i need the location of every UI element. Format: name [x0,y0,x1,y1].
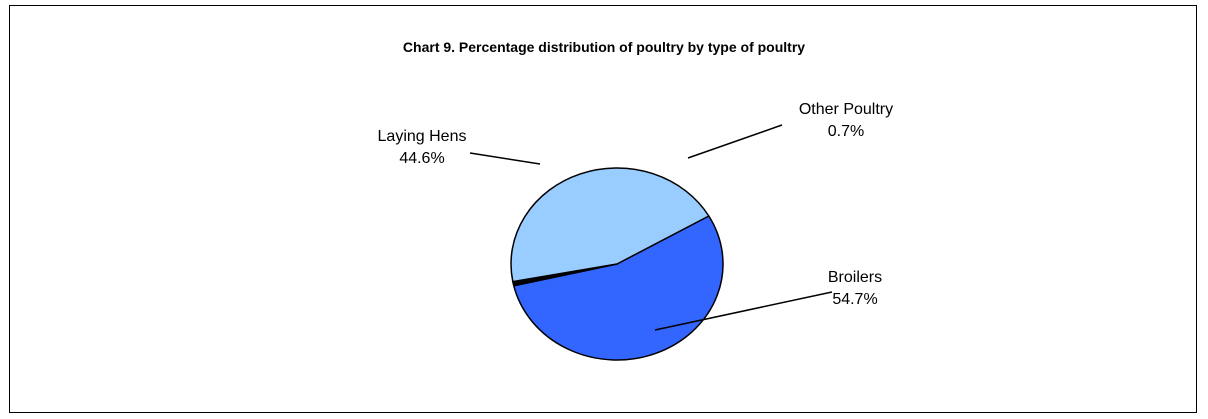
pie-slice-laying-hens [510,167,710,283]
leader-line [469,152,541,165]
leader-lines [469,124,833,331]
slice-value-label: 54.7% [832,291,877,308]
pie-slices [510,167,724,361]
chart-title: Chart 9. Percentage distribution of poul… [403,39,805,55]
slice-label: Other Poultry [799,101,893,118]
slice-value-label: 0.7% [828,123,864,140]
slice-value-label: 44.6% [399,150,444,167]
pie-slice-broilers [513,215,724,361]
slice-label: Laying Hens [378,128,467,145]
leader-line [687,124,783,159]
slice-labels: Broilers 54.7% Other Poultry 0.7% Laying Hen… [378,101,894,308]
slice-label: Broilers [828,269,882,286]
leader-line [654,291,833,331]
